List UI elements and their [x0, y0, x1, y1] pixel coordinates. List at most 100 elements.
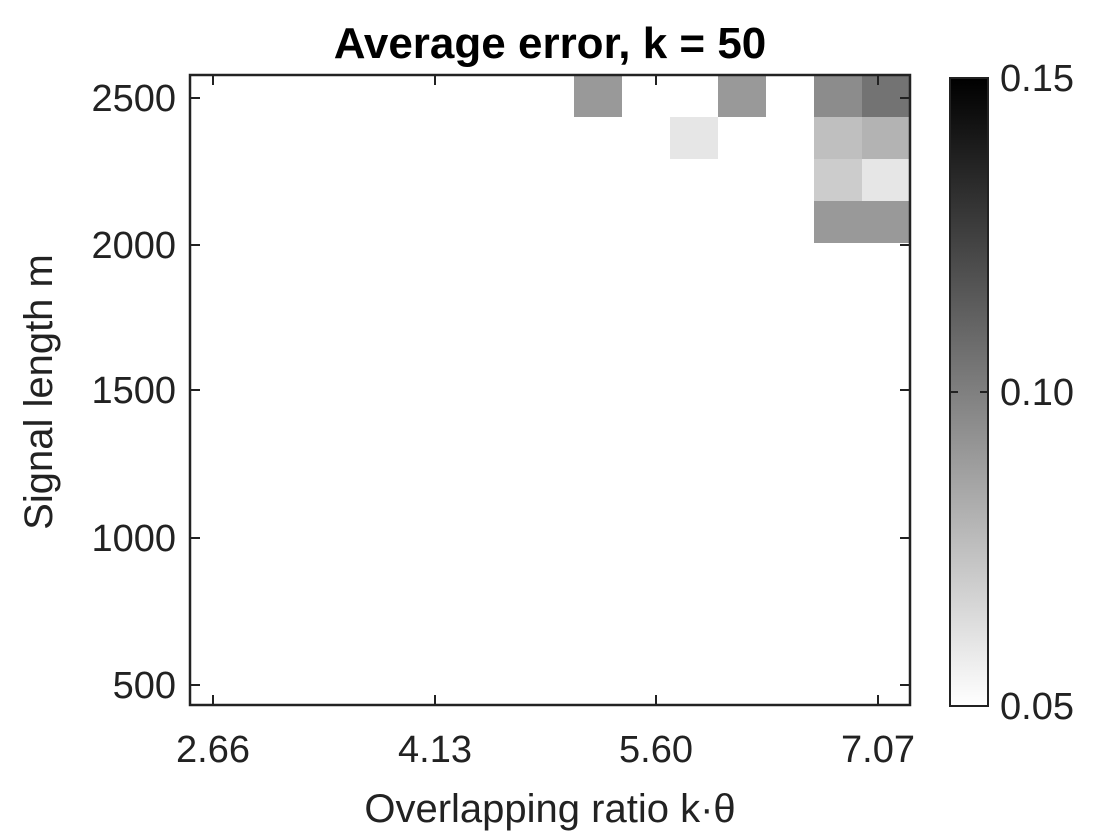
heatmap-cell — [526, 663, 575, 706]
heatmap-cell — [622, 201, 671, 244]
heatmap-cell — [574, 75, 623, 118]
heatmap-cell — [574, 327, 623, 370]
heatmap-cell — [862, 117, 911, 160]
heatmap-cell — [862, 453, 911, 496]
y-tick-label: 500 — [113, 665, 176, 707]
heatmap-cell — [718, 453, 767, 496]
heatmap-cell — [814, 663, 863, 706]
heatmap-cell — [526, 369, 575, 412]
heatmap-cell — [526, 453, 575, 496]
heatmap-cell — [382, 453, 431, 496]
heatmap-cell — [286, 327, 335, 370]
heatmap-cell — [766, 75, 815, 118]
heatmap-cell — [814, 411, 863, 454]
heatmap-cell — [862, 621, 911, 664]
heatmap-cell — [478, 411, 527, 454]
heatmap-cell — [430, 159, 479, 202]
heatmap-cell — [622, 663, 671, 706]
heatmap-cell — [334, 369, 383, 412]
heatmap-cell — [238, 453, 287, 496]
y-tick-label: 2000 — [91, 225, 176, 267]
heatmap-cell — [526, 621, 575, 664]
heatmap-cell — [478, 453, 527, 496]
heatmap-cell — [622, 75, 671, 118]
heatmap-cell — [670, 117, 719, 160]
heatmap-cell — [334, 621, 383, 664]
colorbar-tick-label: 0.10 — [1000, 372, 1074, 414]
heatmap-cell — [190, 621, 239, 664]
heatmap-cell — [286, 621, 335, 664]
heatmap-cell — [430, 75, 479, 118]
heatmap-cell — [190, 117, 239, 160]
heatmap-cell — [286, 495, 335, 538]
x-tick-label: 7.07 — [841, 729, 915, 771]
heatmap-cell — [478, 117, 527, 160]
heatmap-cell — [766, 663, 815, 706]
heatmap-cell — [238, 327, 287, 370]
heatmap-cell — [718, 537, 767, 580]
heatmap-cell — [382, 159, 431, 202]
heatmap-cell — [190, 327, 239, 370]
heatmap-cell — [622, 453, 671, 496]
heatmap-cell — [286, 159, 335, 202]
heatmap-cell — [478, 285, 527, 328]
heatmap-cell — [670, 537, 719, 580]
heatmap-cell — [286, 117, 335, 160]
heatmap-cell — [526, 117, 575, 160]
heatmap-cell — [238, 495, 287, 538]
heatmap-cell — [478, 663, 527, 706]
heatmap-cell — [814, 453, 863, 496]
heatmap-cell — [670, 201, 719, 244]
heatmap-cell — [766, 621, 815, 664]
chart-title: Average error, k = 50 — [334, 19, 767, 68]
heatmap-cell — [814, 579, 863, 622]
heatmap-cell — [574, 285, 623, 328]
heatmap-cell — [574, 579, 623, 622]
heatmap-cell — [478, 537, 527, 580]
heatmap-cell — [430, 201, 479, 244]
heatmap-cell — [430, 621, 479, 664]
heatmap-cell — [622, 621, 671, 664]
heatmap-cell — [382, 663, 431, 706]
heatmap-cell — [526, 159, 575, 202]
heatmap-cell — [814, 495, 863, 538]
heatmap-cell — [814, 117, 863, 160]
heatmap-cell — [238, 75, 287, 118]
heatmap-cell — [190, 411, 239, 454]
heatmap-cell — [814, 201, 863, 244]
heatmap-cell — [670, 621, 719, 664]
heatmap-cell — [238, 579, 287, 622]
heatmap-cell — [814, 369, 863, 412]
heatmap-cell — [286, 75, 335, 118]
heatmap-cell — [574, 453, 623, 496]
heatmap-cell — [670, 75, 719, 118]
heatmap-cell — [478, 243, 527, 286]
heatmap-cell — [670, 495, 719, 538]
heatmap-cell — [862, 327, 911, 370]
heatmap-cell — [718, 327, 767, 370]
y-axis-label: Signal length m — [17, 254, 61, 530]
heatmap-cell — [190, 285, 239, 328]
heatmap-cell — [334, 663, 383, 706]
heatmap-cell — [430, 285, 479, 328]
heatmap-cell — [526, 579, 575, 622]
heatmap-cell — [334, 285, 383, 328]
heatmap-cell — [718, 495, 767, 538]
heatmap-cell — [526, 243, 575, 286]
heatmap-cell — [718, 579, 767, 622]
heatmap-cell — [766, 537, 815, 580]
heatmap-cell — [574, 243, 623, 286]
heatmap-cell — [238, 285, 287, 328]
heatmap-cell — [478, 201, 527, 244]
heatmap-cell — [286, 537, 335, 580]
colorbar-tick-label: 0.15 — [1000, 58, 1074, 100]
heatmap-cell — [574, 663, 623, 706]
heatmap-cell — [190, 159, 239, 202]
heatmap-cell — [286, 285, 335, 328]
x-axis-label: Overlapping ratio k·θ — [364, 787, 735, 831]
heatmap-cell — [670, 159, 719, 202]
heatmap-cell — [718, 159, 767, 202]
y-tick-label: 1000 — [91, 518, 176, 560]
